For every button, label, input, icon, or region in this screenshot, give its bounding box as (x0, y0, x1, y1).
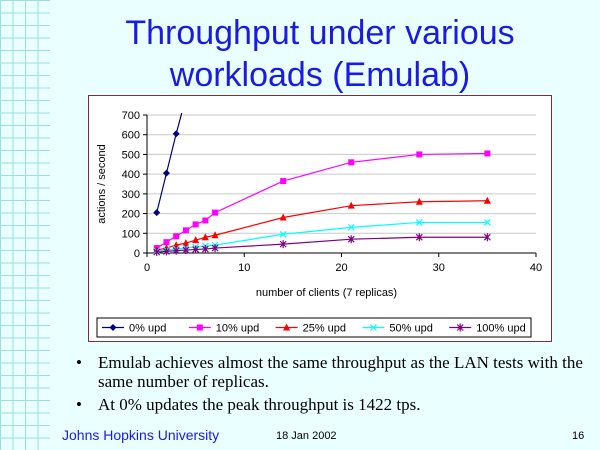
legend-swatch-marker (109, 324, 117, 331)
data-point (162, 169, 170, 177)
legend-swatch-marker (456, 323, 464, 332)
x-tick-label: 10 (238, 262, 250, 274)
data-point (211, 231, 219, 239)
data-point (347, 223, 355, 231)
data-point (347, 201, 355, 209)
data-point (172, 246, 180, 255)
data-point (182, 246, 190, 255)
data-point (415, 233, 423, 242)
y-tick-label: 700 (122, 110, 140, 122)
x-tick-label: 30 (433, 262, 445, 274)
title-line-2: workloads (Emulab) (169, 56, 471, 94)
data-point (201, 245, 209, 254)
legend-item: 25% upd (275, 323, 346, 335)
legend-swatch-marker (369, 324, 377, 331)
series-line (156, 152, 488, 249)
legend-label: 10% upd (216, 323, 259, 335)
data-point (202, 217, 209, 224)
series-100-upd (153, 233, 491, 257)
data-point (484, 150, 491, 157)
bullet-item: Emulab achieves almost the same throughp… (72, 353, 592, 391)
data-point (182, 239, 190, 247)
data-point (192, 245, 200, 254)
data-point (279, 230, 287, 238)
legend-label: 50% upd (389, 323, 432, 335)
y-tick-label: 400 (122, 169, 140, 181)
data-point (348, 159, 355, 166)
y-tick-label: 100 (122, 228, 140, 240)
data-point (279, 213, 287, 221)
legend-item: 0% upd (102, 323, 166, 335)
page-number: 16 (572, 430, 585, 442)
chart-container (88, 95, 552, 342)
series-line (156, 200, 488, 251)
data-point (211, 244, 219, 253)
y-tick-label: 0 (134, 248, 140, 260)
chart-legend: 0% upd 10% upd 25% upd 50% upd 100% upd (96, 317, 532, 338)
y-tick-label: 600 (122, 130, 140, 142)
x-axis-label: number of clients (7 replicas) (256, 287, 397, 299)
y-tick-label: 200 (122, 209, 140, 221)
data-point (182, 227, 189, 234)
x-tick-label: 40 (530, 262, 542, 274)
data-point (201, 233, 209, 241)
x-tick-label: 20 (335, 262, 347, 274)
series-0-upd (153, 113, 183, 217)
bullet-list: Emulab achieves almost the same throughp… (72, 353, 592, 418)
data-point (172, 130, 180, 138)
title-line-1: Throughput under various (125, 14, 515, 52)
data-point (192, 221, 199, 228)
legend-label: 100% upd (476, 323, 526, 335)
data-point (416, 151, 423, 158)
series-10-upd (153, 150, 491, 252)
data-point (483, 196, 491, 204)
data-point (415, 197, 423, 205)
data-point (279, 240, 287, 249)
y-axis-label: actions / second (96, 144, 108, 224)
data-point (212, 209, 219, 216)
data-point (192, 236, 200, 244)
data-point (172, 241, 180, 249)
legend-item: 10% upd (188, 323, 259, 335)
legend-label: 25% upd (303, 323, 346, 335)
legend-swatch-marker (283, 323, 291, 331)
legend-box (96, 317, 532, 338)
legend-item: 100% upd (449, 323, 526, 335)
data-point (280, 178, 287, 185)
data-point (483, 219, 491, 226)
legend-label: 0% upd (129, 323, 166, 335)
data-point (173, 233, 180, 240)
y-tick-label: 300 (122, 189, 140, 201)
legend-item: 50% upd (362, 323, 433, 335)
footer-date: 18 Jan 2002 (276, 430, 337, 442)
legend-swatch-marker (196, 324, 203, 331)
slide-title: Throughput under various workloads (Emul… (60, 12, 580, 96)
data-point (163, 239, 170, 246)
y-tick-label: 500 (122, 149, 140, 161)
data-point (483, 233, 491, 242)
x-tick-label: 0 (144, 262, 150, 274)
data-point (415, 219, 423, 226)
data-point (153, 209, 161, 217)
footer-institution: Johns Hopkins University (62, 427, 220, 443)
data-point (163, 247, 170, 256)
slide-grid-decoration (0, 0, 50, 450)
data-point (347, 235, 355, 244)
data-point (153, 248, 161, 257)
series-line (156, 113, 183, 213)
bullet-item: At 0% updates the peak throughput is 142… (72, 395, 592, 414)
